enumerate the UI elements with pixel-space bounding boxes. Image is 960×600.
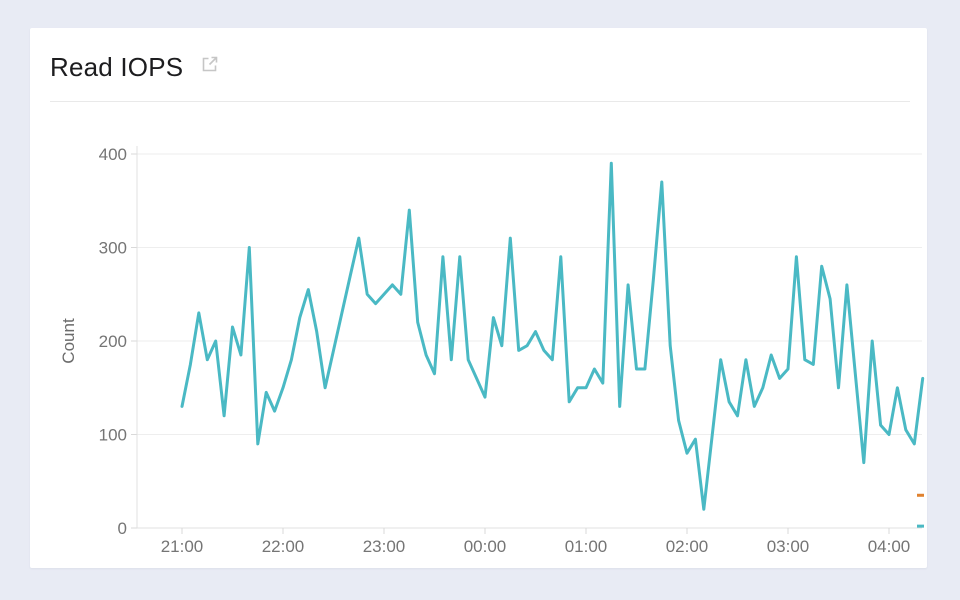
- y-tick-label-0: 0: [118, 519, 127, 538]
- card-header: Read IOPS: [50, 52, 907, 96]
- chart-area: 0 100 200 300 400 21:00 22:00 23:00 00:00 01:00 02…: [30, 28, 927, 568]
- x-tick-label-21:00: 21:00: [161, 537, 204, 556]
- x-tick-label-01:00: 01:00: [565, 537, 608, 556]
- x-tick-label-03:00: 03:00: [767, 537, 810, 556]
- x-tick-label-23:00: 23:00: [363, 537, 406, 556]
- chart-card: Read IOPS 0 100 200 300 400 21:00 22:00 23:00 00…: [30, 28, 927, 568]
- title-divider: [50, 101, 910, 102]
- plot-hover-area[interactable]: [137, 144, 922, 528]
- partial-next-point-orange: [917, 493, 924, 497]
- page-title: Read IOPS: [50, 52, 184, 82]
- external-link-icon[interactable]: [200, 54, 220, 74]
- y-tick-label-100: 100: [99, 426, 127, 445]
- x-tick-label-22:00: 22:00: [262, 537, 305, 556]
- read-iops-line-series: [180, 161, 925, 511]
- x-tick-label-04:00: 04:00: [868, 537, 911, 556]
- partial-next-point-teal: [917, 524, 924, 528]
- y-tick-label-300: 300: [99, 239, 127, 258]
- x-tick-label-00:00: 00:00: [464, 537, 507, 556]
- read-iops-chart: 0 100 200 300 400 21:00 22:00 23:00 00:00 01:00 02…: [59, 144, 925, 556]
- y-axis-title: Count: [59, 318, 78, 364]
- x-tick-label-02:00: 02:00: [666, 537, 709, 556]
- y-tick-label-400: 400: [99, 145, 127, 164]
- y-tick-label-200: 200: [99, 332, 127, 351]
